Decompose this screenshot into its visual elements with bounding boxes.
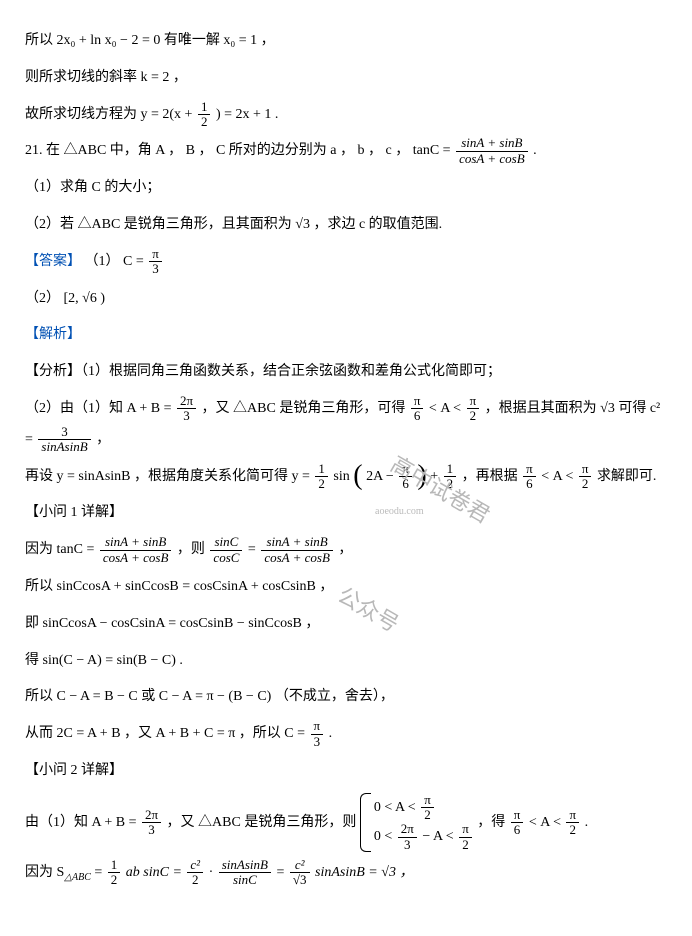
analysis-line: （2）由（1）知 A + B = 2π3 ，又 △ABC 是锐角三角形，可得 π… [25, 394, 667, 456]
text: 0 < A < [374, 800, 419, 815]
step-line: 由（1）知 A + B = 2π3 ，又 △ABC 是锐角三角形，则 0 < A… [25, 793, 667, 852]
fraction: sinA + sinBcosA + cosB [261, 535, 333, 565]
text: 由（1）知 A + B = [25, 815, 140, 830]
question-21: 21. 在 △ABC 中，角 A ， B ， C 所对的边分别为 a ， b ，… [25, 136, 667, 167]
text: 故所求切线方程为 y = 2(x + [25, 107, 196, 122]
text: = [276, 865, 287, 880]
text: . [329, 726, 333, 741]
text: ， [96, 432, 110, 447]
text: ，又 △ABC 是锐角三角形，可得 [202, 401, 409, 416]
fraction: sinA + sinBcosA + cosB [100, 535, 172, 565]
step-line: 即 sinCcosA − cosCsinA = cosCsinB − sinCc… [25, 609, 667, 640]
text: < A < [541, 469, 577, 484]
text: 因为 tanC = [25, 542, 98, 557]
fraction: π6 [511, 808, 524, 838]
text-line: 则所求切线的斜率 k = 2 ， [25, 63, 667, 94]
fraction: π2 [459, 822, 472, 852]
fraction: π6 [523, 462, 536, 492]
text: + [430, 469, 441, 484]
fraction: sinCcosC [210, 535, 242, 565]
text: ) = 2x + 1 . [216, 107, 278, 122]
fraction: c²√3 [290, 858, 310, 888]
text: ，则 [177, 542, 209, 557]
fraction: 2π3 [142, 808, 161, 838]
fraction: π3 [311, 719, 324, 749]
fraction: π2 [579, 462, 592, 492]
sub-label: 【小问 2 详解】 [25, 756, 667, 787]
fraction: 2π3 [398, 822, 417, 852]
text: （2）由（1）知 A + B = [25, 401, 175, 416]
fraction: c²2 [187, 858, 203, 888]
question-part: （2）若 △ABC 是锐角三角形，且其面积为 √3 ，求边 c 的取值范围. [25, 210, 667, 241]
fraction: sinA + sinBcosA + cosB [456, 136, 528, 166]
fraction: π2 [467, 394, 480, 424]
text: 再设 y = sinAsinB ，根据角度关系化简可得 y = [25, 469, 313, 484]
text-line: 所以 2x₀ + ln x₀ − 2 = 0 有唯一解 x₀ = 1 ， [25, 26, 667, 57]
text: sinAsinB = √3 ， [315, 865, 413, 880]
text: < A < [429, 401, 465, 416]
text: （1） C = [85, 254, 148, 269]
analysis-line: 【分析】（1）根据同角三角函数关系，结合正余弦函数和差角公式化简即可； [25, 357, 667, 388]
fraction: 12 [108, 858, 121, 888]
fx-label: 【分析】 [25, 364, 81, 379]
text-line: 故所求切线方程为 y = 2(x + 12 ) = 2x + 1 . [25, 100, 667, 131]
answer-label: 【答案】 [25, 254, 81, 269]
text: = [248, 542, 259, 557]
answer-line: （2） [2, √6 ) [25, 284, 667, 315]
text: ，得 [477, 815, 509, 830]
text: ab sinC = [126, 865, 186, 880]
text: 21. 在 △ABC 中，角 A ， B ， C 所对的边分别为 a ， b ，… [25, 143, 454, 158]
paren: ( [353, 462, 362, 490]
step-line: 因为 S△ABC = 12 ab sinC = c²2 · sinAsinBsi… [25, 858, 667, 889]
text: 因为 S [25, 865, 64, 880]
step-line: 得 sin(C − A) = sin(B − C) . [25, 646, 667, 677]
question-part: （1）求角 C 的大小； [25, 173, 667, 204]
sub-label: 【小问 1 详解】 [25, 498, 667, 529]
fraction: π2 [566, 808, 579, 838]
watermark-small: aoeodu.com [375, 501, 424, 523]
fraction: sinAsinBsinC [219, 858, 271, 888]
fraction: 3sinAsinB [38, 425, 90, 455]
subscript: △ABC [64, 872, 91, 883]
fraction: 2π3 [177, 394, 196, 424]
text: < A < [529, 815, 565, 830]
text: ，再根据 [462, 469, 522, 484]
analysis-line: 再设 y = sinAsinB ，根据角度关系化简可得 y = 12 sin (… [25, 462, 667, 493]
text: sin [333, 469, 349, 484]
text: 从而 2C = A + B ，又 A + B + C = π ，所以 C = [25, 726, 309, 741]
text: ，又 △ABC 是锐角三角形，则 [167, 815, 360, 830]
step-line: 所以 sinCcosA + sinCcosB = cosCsinA + cosC… [25, 572, 667, 603]
text: 2A − [366, 469, 397, 484]
text: 求解即可. [597, 469, 657, 484]
step-line: 从而 2C = A + B ，又 A + B + C = π ，所以 C = π… [25, 719, 667, 750]
answer-line: 【答案】 （1） C = π3 [25, 247, 667, 278]
text: · [209, 865, 217, 880]
fraction: 12 [198, 100, 211, 130]
text: . [533, 143, 537, 158]
text: = [94, 865, 105, 880]
fraction: π6 [411, 394, 424, 424]
text: （1）根据同角三角函数关系，结合正余弦函数和差角公式化简即可； [81, 364, 501, 379]
text: − A < [422, 829, 457, 844]
step-line: 因为 tanC = sinA + sinBcosA + cosB ，则 sinC… [25, 535, 667, 566]
paren: ) [417, 462, 426, 490]
fraction: 12 [444, 462, 457, 492]
fraction: π6 [399, 462, 412, 492]
text: 0 < [374, 829, 396, 844]
step-line: 所以 C − A = B − C 或 C − A = π − (B − C) （… [25, 682, 667, 713]
brace-system: 0 < A < π2 0 < 2π3 − A < π2 [360, 793, 474, 852]
fraction: π2 [421, 793, 434, 823]
fraction: 12 [315, 462, 328, 492]
analysis-label: 【解析】 [25, 320, 667, 351]
fraction: π3 [149, 247, 162, 277]
text: . [585, 815, 589, 830]
